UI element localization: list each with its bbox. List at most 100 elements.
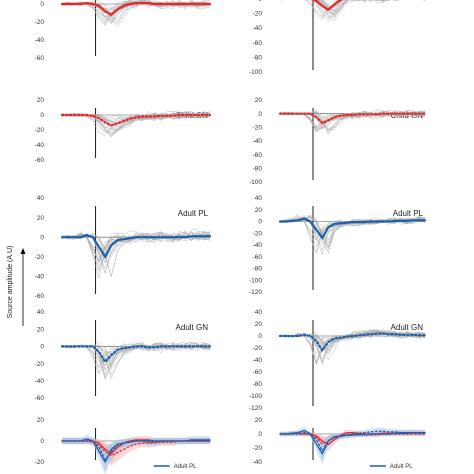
individual-trace: [317, 0, 390, 17]
mean-series-line: [61, 440, 211, 462]
panel-title: Adult GN: [176, 323, 209, 332]
y-tick-label: 0: [40, 1, 44, 8]
y-tick-label: 0: [258, 111, 262, 118]
y-tick-label: -80: [253, 266, 263, 273]
y-tick-label: -40: [253, 459, 263, 466]
confidence-band: [62, 437, 210, 472]
individual-trace: [315, 0, 384, 13]
y-tick-label: 40: [37, 309, 45, 316]
y-tick-label: 40: [37, 195, 45, 202]
individual-trace: [313, 0, 390, 18]
individual-trace: [320, 0, 384, 15]
y-tick-label: 0: [40, 344, 44, 351]
y-tick-label: -20: [35, 254, 45, 261]
y-tick-label: -120: [249, 289, 262, 296]
mean-series-line: [60, 113, 212, 127]
y-tick-label: -60: [253, 40, 263, 47]
individual-trace: [305, 0, 338, 17]
mean-series-line: [279, 429, 426, 455]
y-tick-label: 20: [255, 207, 263, 214]
mean-series-line: [279, 433, 426, 445]
y-tick-label: 20: [37, 215, 45, 222]
y-tick-label: -20: [35, 361, 45, 368]
individual-trace: [279, 0, 426, 8]
y-tick-label: -100: [249, 69, 262, 76]
individual-trace: [61, 345, 211, 380]
mean-series-line: [60, 1, 212, 17]
y-tick-label: -20: [253, 125, 263, 132]
y-tick-label: 40: [255, 309, 263, 316]
legend-label: Adult PL: [174, 464, 197, 470]
mean-series-line: [60, 234, 212, 260]
individual-trace: [318, 0, 347, 19]
y-tick-label: -40: [35, 378, 45, 385]
mean-series-line: [278, 217, 427, 240]
y-tick-label: -80: [253, 381, 263, 388]
individual-trace: [321, 0, 349, 11]
mean-series-line: [278, 332, 427, 353]
y-tick-label: 0: [258, 0, 262, 3]
y-tick-label: -20: [253, 230, 263, 237]
y-tick-label: -60: [35, 55, 45, 62]
panel-right-2: 20 0 -20 -40 -60 -80 -100 Child GN: [249, 97, 427, 186]
y-tick-label: -40: [253, 138, 263, 145]
y-tick-label: 20: [37, 417, 45, 424]
y-tick-label: -60: [253, 369, 263, 376]
panel-left-3: 40 20 0 -20 -40 -60 Adult PL: [35, 195, 212, 300]
y-tick-label: 0: [40, 438, 44, 445]
y-tick-label: 20: [37, 97, 45, 104]
individual-trace: [315, 0, 349, 17]
individual-trace: [61, 344, 211, 380]
y-axis-arrow: [20, 248, 26, 326]
y-tick-label: -100: [249, 393, 262, 400]
y-tick-label: -20: [35, 127, 45, 134]
y-tick-label: 0: [258, 333, 262, 340]
y-tick-label: -120: [249, 405, 262, 412]
legend-label: Adult PL: [390, 464, 413, 470]
individual-trace: [311, 0, 385, 19]
y-tick-label: 20: [255, 417, 263, 424]
individual-trace: [279, 0, 387, 12]
y-tick-label: -80: [253, 166, 263, 173]
individual-trace: [311, 0, 385, 15]
mean-series-line: [279, 430, 426, 453]
panel-title: Child GN: [391, 111, 424, 120]
y-tick-label: 20: [37, 326, 45, 333]
y-tick-label: -60: [35, 395, 45, 402]
mean-series-line: [278, 112, 427, 125]
individual-trace: [311, 0, 396, 11]
panel-left-1: 0 -20 -40 -60: [35, 0, 212, 62]
individual-trace: [311, 0, 344, 20]
individual-trace: [312, 0, 396, 15]
mean-series-line: [310, 0, 344, 12]
y-tick-label: -60: [35, 293, 45, 300]
y-tick-label: -40: [35, 142, 45, 149]
y-axis-title-group: Source amplitude (A.U): [7, 246, 14, 319]
y-tick-label: 40: [255, 195, 263, 202]
panel-right-5: 20 0 -20 -40 Adult PL: [253, 417, 426, 470]
y-tick-label: -40: [35, 37, 45, 44]
y-tick-label: -60: [35, 157, 45, 164]
y-tick-label: 0: [258, 431, 262, 438]
panel-grid: 0 -20 -40 -60 0 -20 -40 -60 -80 -100 20 0 -20 -40 -60 C…: [35, 0, 427, 474]
individual-trace: [306, 0, 414, 19]
y-tick-label: -20: [253, 345, 263, 352]
y-tick-label: 0: [40, 112, 44, 119]
confidence-band: [280, 429, 425, 452]
individual-trace: [61, 232, 211, 275]
y-tick-label: 20: [255, 97, 263, 104]
y-tick-label: -20: [35, 19, 45, 26]
panel-title: Adult PL: [178, 209, 209, 218]
y-tick-label: 20: [255, 321, 263, 328]
y-tick-label: -100: [249, 277, 262, 284]
y-tick-label: -40: [253, 242, 263, 249]
individual-trace: [313, 0, 348, 12]
y-tick-label: -100: [249, 179, 262, 186]
panel-left-5: 20 0 -20 Adult PL: [35, 417, 211, 474]
y-tick-label: -40: [35, 274, 45, 281]
y-tick-label: 0: [258, 219, 262, 226]
individual-trace: [318, 0, 385, 15]
y-tick-label: -40: [253, 25, 263, 32]
